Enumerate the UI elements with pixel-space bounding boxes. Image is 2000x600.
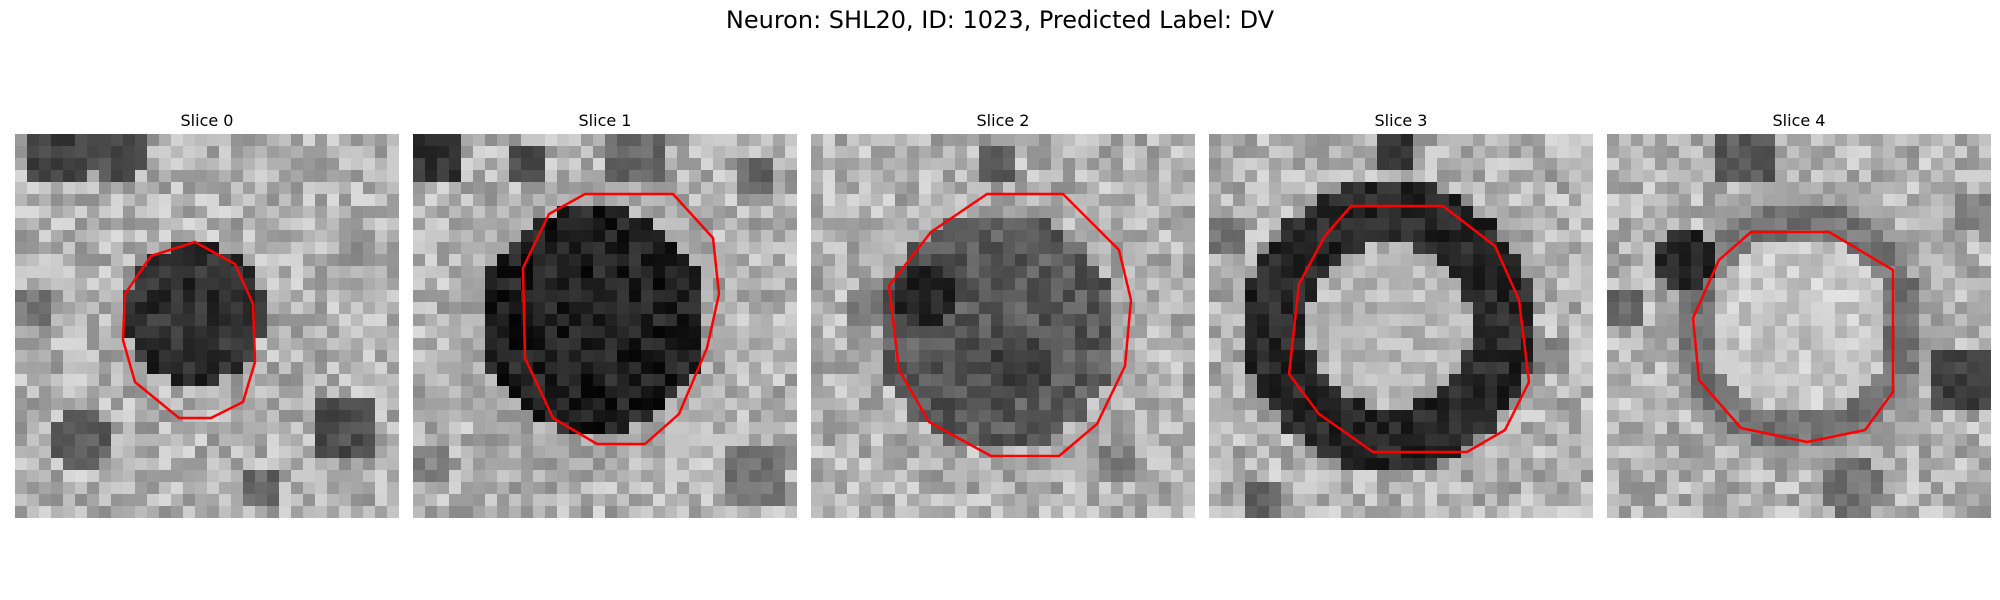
slice-title: Slice 2 <box>976 111 1030 130</box>
segmentation-contour <box>1691 230 1895 444</box>
slice-image <box>1607 134 1991 518</box>
slice-image <box>15 134 399 518</box>
figure-title: Neuron: SHL20, ID: 1023, Predicted Label… <box>725 6 1275 34</box>
slice-panel-0: Slice 0 <box>15 108 399 518</box>
slice-image <box>413 134 797 518</box>
slice-panel-3: Slice 3 <box>1209 108 1593 518</box>
segmentation-contour <box>887 192 1133 458</box>
slice-title: Slice 0 <box>180 111 234 130</box>
slice-panel-1: Slice 1 <box>413 108 797 518</box>
slice-image <box>811 134 1195 518</box>
segmentation-contour <box>121 240 257 420</box>
segmentation-contour <box>1287 204 1531 454</box>
slice-panel-2: Slice 2 <box>811 108 1195 518</box>
slice-title: Slice 3 <box>1374 111 1428 130</box>
segmentation-contour <box>521 192 721 446</box>
slice-panel-4: Slice 4 <box>1607 108 1991 518</box>
slice-image <box>1209 134 1593 518</box>
slice-title: Slice 1 <box>578 111 632 130</box>
slice-title: Slice 4 <box>1772 111 1826 130</box>
